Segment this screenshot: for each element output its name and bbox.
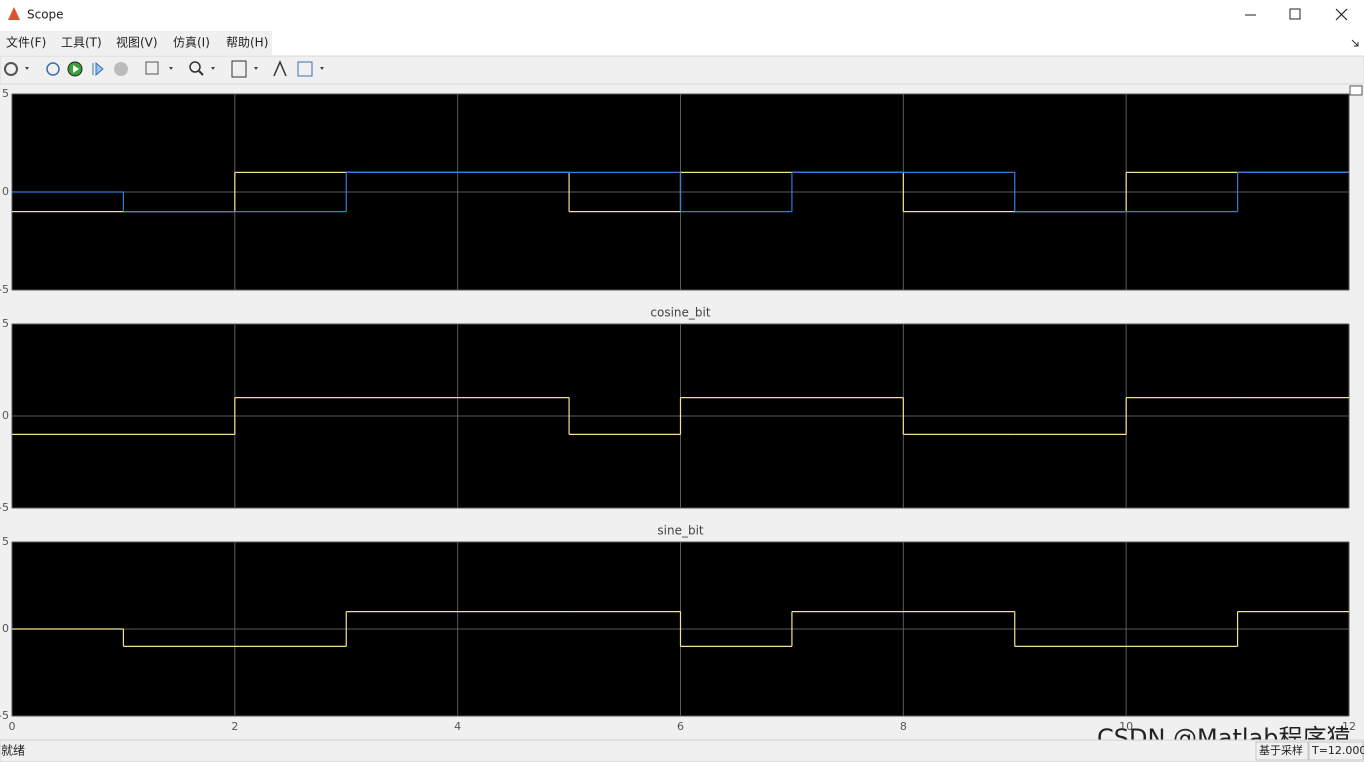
toolbar [0,55,1364,85]
x-tick-label: 6 [677,720,684,733]
x-tick-label: 0 [9,720,16,733]
status-time: T=12.000 [1311,744,1364,757]
app-icon [8,7,20,20]
x-tick-label: 4 [454,720,461,733]
plot-title: sine_bit [657,524,704,538]
x-tick-label: 10 [1119,720,1133,733]
status-box [1308,741,1364,761]
status-box [1255,741,1309,761]
y-tick-label: 0 [2,622,9,635]
y-tick-label: -5 [0,283,9,296]
status-bar [0,739,1364,762]
signal-button[interactable] [145,61,159,75]
menu-item[interactable]: 仿真(I) [173,36,210,50]
title-bar [0,0,1364,30]
expand-icon[interactable] [1351,39,1359,47]
y-tick-label: -5 [0,709,9,722]
scale-button[interactable] [231,60,247,78]
menu-item[interactable]: 文件(F) [6,35,46,50]
x-tick-label: 12 [1342,720,1356,733]
maximize-button[interactable] [1289,8,1301,20]
step-back-button[interactable] [46,62,60,76]
step-forward-button[interactable] [92,61,104,77]
zoom-handle [198,70,204,76]
zoom-button[interactable] [189,61,201,73]
dropdown-arrow[interactable] [211,67,215,70]
status-sampling: 基于采样 [1259,743,1303,757]
x-tick-label: 2 [231,720,238,733]
stop-button[interactable] [114,62,128,76]
menu-item[interactable]: 帮助(H) [226,36,268,50]
highlight-button[interactable] [297,61,313,77]
y-tick-label: 5 [2,87,9,100]
y-tick-label: 0 [2,409,9,422]
x-tick-label: 8 [900,720,907,733]
menu-item[interactable]: 工具(T) [61,36,102,50]
menu-item[interactable]: 视图(V) [116,35,158,50]
undock-button[interactable] [1349,85,1363,96]
status-text: 就绪 [1,744,25,758]
menu-background [0,31,272,55]
dropdown-arrow[interactable] [25,67,29,70]
y-tick-label: -5 [0,501,9,514]
y-tick-label: 5 [2,317,9,330]
y-tick-label: 5 [2,535,9,548]
run-icon [73,65,79,73]
dropdown-arrow[interactable] [169,67,173,70]
settings-button[interactable] [4,62,18,76]
dropdown-arrow[interactable] [320,67,324,70]
window-title: Scope [27,8,64,22]
close-button[interactable] [1335,8,1348,21]
plot-title: cosine_bit [650,306,710,320]
cursor-button[interactable] [273,60,287,77]
dropdown-arrow[interactable] [254,67,258,70]
y-tick-label: 0 [2,185,9,198]
